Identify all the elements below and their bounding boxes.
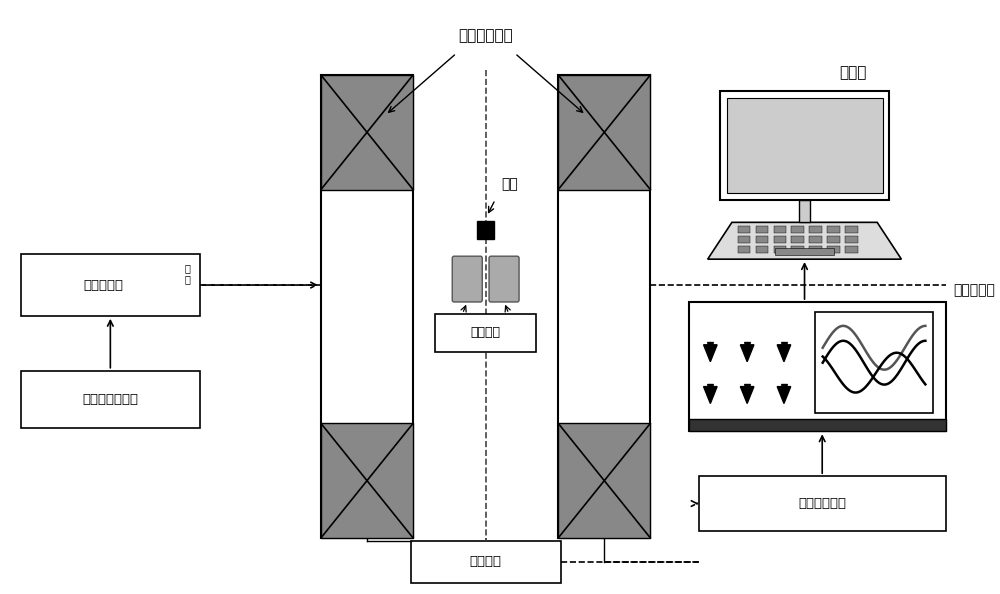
Text: 样品: 样品 — [501, 178, 518, 191]
Bar — [799, 200, 810, 222]
Polygon shape — [704, 387, 717, 403]
Bar — [411, 541, 561, 583]
Bar — [727, 98, 883, 194]
Text: 输
出: 输 出 — [184, 263, 190, 284]
Bar — [738, 226, 750, 233]
Bar — [689, 419, 946, 431]
Bar — [827, 247, 840, 253]
Bar — [774, 236, 786, 244]
Polygon shape — [704, 345, 717, 362]
Polygon shape — [777, 387, 791, 403]
Bar — [435, 314, 536, 352]
Bar — [756, 236, 768, 244]
FancyBboxPatch shape — [452, 256, 482, 302]
Bar — [756, 226, 768, 233]
Bar — [775, 248, 834, 255]
Bar — [558, 424, 650, 538]
Bar — [845, 247, 858, 253]
Text: 计算机: 计算机 — [839, 65, 867, 81]
Bar — [809, 236, 822, 244]
Bar — [689, 302, 946, 431]
Bar — [791, 247, 804, 253]
Bar — [756, 247, 768, 253]
Bar — [477, 222, 494, 239]
Bar — [558, 75, 650, 538]
Bar — [845, 226, 858, 233]
Text: 采样电阻: 采样电阻 — [470, 555, 502, 568]
Bar — [321, 424, 413, 538]
Text: 亥姆霍兹线圈: 亥姆霍兹线圈 — [458, 28, 513, 43]
Bar — [815, 312, 933, 413]
Text: 功率放大器: 功率放大器 — [83, 279, 123, 292]
Bar — [321, 75, 413, 189]
Bar — [321, 75, 413, 538]
Bar — [774, 247, 786, 253]
Bar — [558, 75, 650, 189]
Bar — [809, 226, 822, 233]
Polygon shape — [740, 345, 754, 362]
FancyBboxPatch shape — [489, 256, 519, 302]
Polygon shape — [777, 345, 791, 362]
Bar — [827, 236, 840, 244]
Bar — [21, 254, 200, 316]
Text: 数据采集卡: 数据采集卡 — [953, 283, 995, 297]
Bar — [791, 226, 804, 233]
Polygon shape — [708, 222, 901, 259]
Bar — [845, 236, 858, 244]
Bar — [699, 476, 946, 531]
Text: 信号调理电路: 信号调理电路 — [798, 497, 846, 510]
Bar — [774, 226, 786, 233]
Bar — [738, 247, 750, 253]
Text: 函数波形发生器: 函数波形发生器 — [82, 393, 138, 406]
Bar — [738, 236, 750, 244]
Text: 探测线圈: 探测线圈 — [471, 326, 501, 339]
Bar — [827, 226, 840, 233]
Bar — [21, 371, 200, 428]
Bar — [809, 247, 822, 253]
Bar — [791, 236, 804, 244]
Bar — [720, 91, 889, 200]
Polygon shape — [740, 387, 754, 403]
